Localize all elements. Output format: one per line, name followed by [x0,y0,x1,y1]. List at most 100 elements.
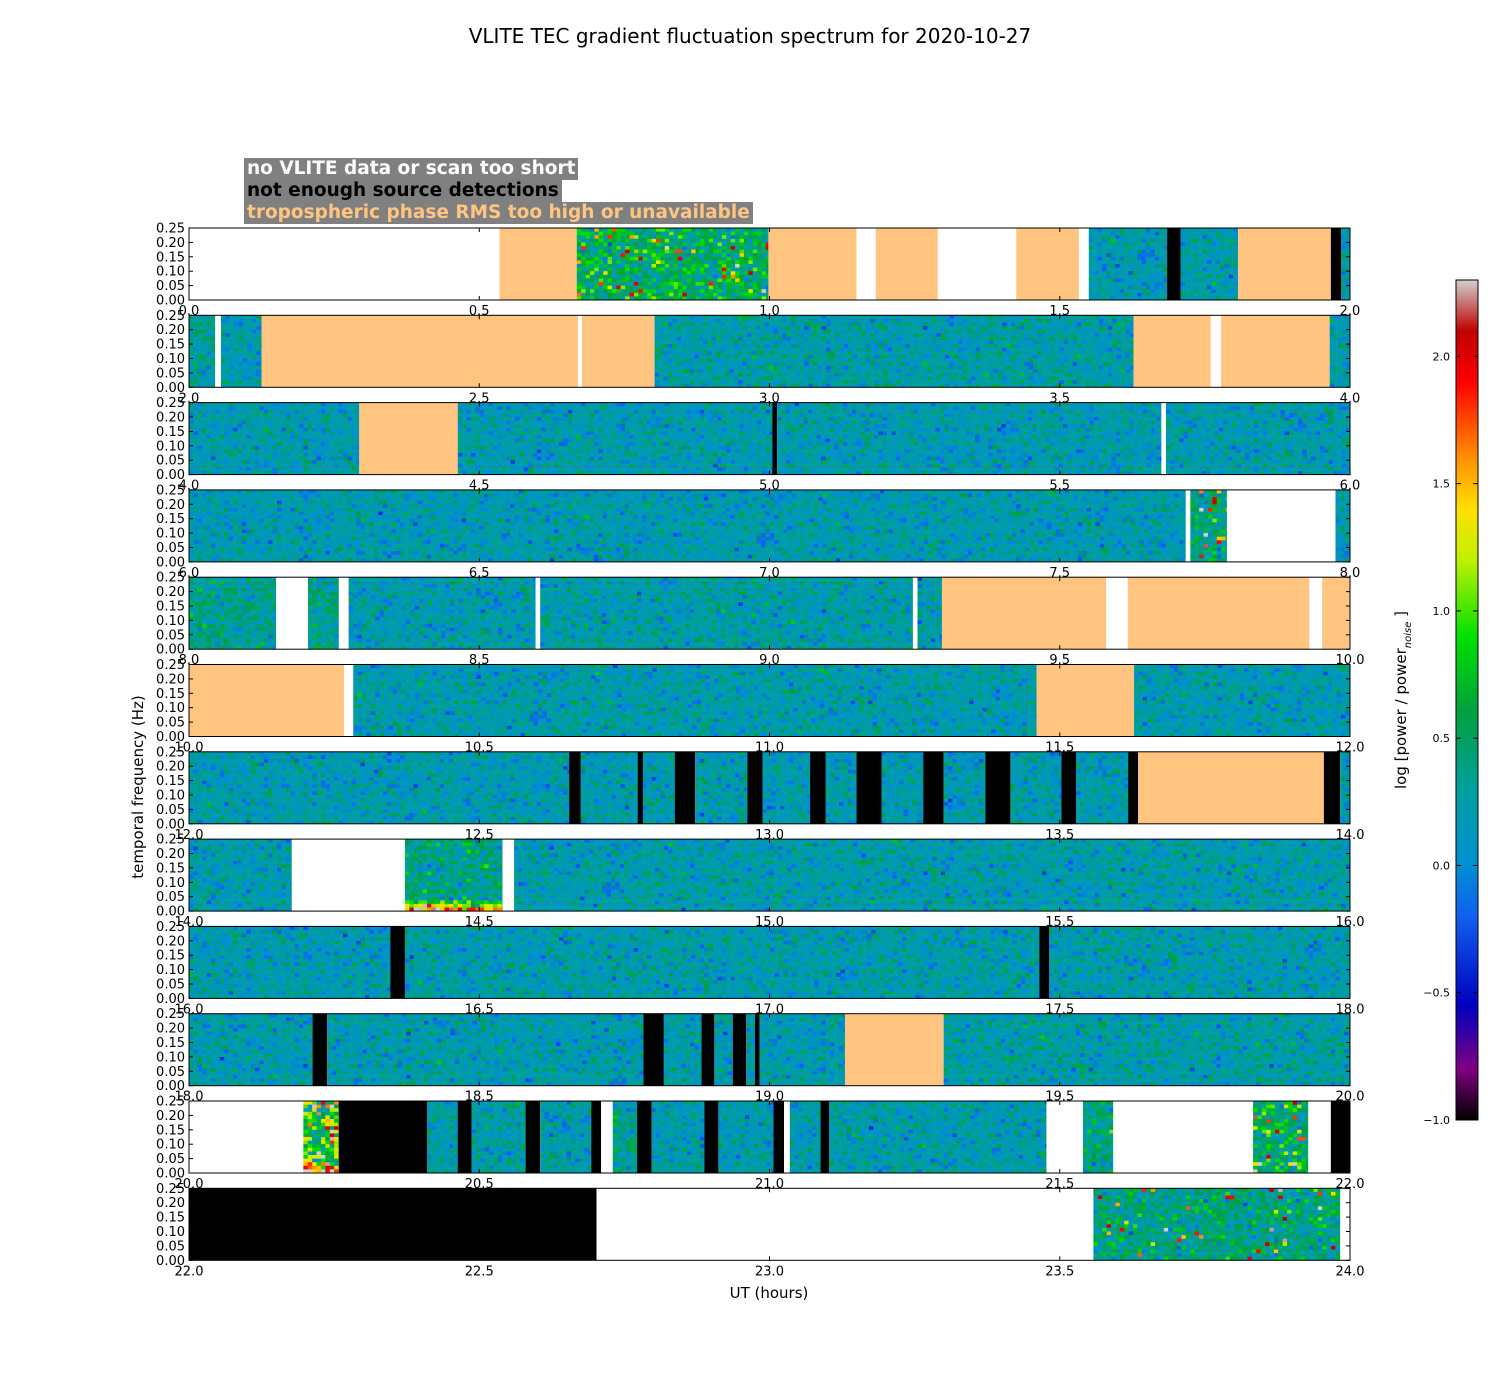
spectrum-segment [348,577,539,650]
spectrum-segment [777,402,1165,475]
spectrum-segment [404,839,507,912]
status-block-not_enough [747,751,763,824]
status-block-not_enough [1323,751,1341,824]
status-block-not_enough [569,751,581,824]
spectrum-segment [663,1013,704,1086]
panels-layer: 0.000.050.100.150.200.250.0 0.5 1.0 1.5 2.00… [156,222,1364,1280]
status-block-tropo [1127,577,1310,650]
legend-tropospheric: tropospheric phase RMS too high or unava… [244,202,753,224]
spectrum-segment [404,926,1044,999]
y-tick-label: 0.20 [156,411,185,426]
status-block-no_data [1226,489,1336,562]
spectrum-segment [1093,1188,1345,1261]
status-block-no_data [1161,402,1166,475]
y-tick-label: 0.25 [156,571,185,586]
y-axis-label: temporal frequency (Hz) [129,695,147,879]
status-block-tropo [581,315,655,388]
spectrum-segment [1134,664,1350,737]
spectrum-segment [189,839,296,912]
y-tick-label: 0.15 [156,338,185,353]
spectrum-segment [825,751,858,824]
status-block-no_data [1340,1188,1350,1261]
y-tick-label: 0.20 [156,236,185,251]
y-tick-label: 0.10 [156,614,185,629]
colorbar-tick-label: 0.0 [1433,859,1451,872]
colorbar-tick-label: −0.5 [1423,987,1450,1000]
y-tick-label: 0.05 [156,541,185,556]
spectrum-segment [471,1101,530,1173]
status-block-not_enough [1330,228,1342,300]
spectrum-segment [1088,228,1169,300]
y-tick-label: 0.15 [156,949,185,964]
status-block-no_data [856,228,876,300]
y-tick-label: 0.00 [156,730,185,745]
status-block-not_enough [312,1013,328,1086]
y-tick-label: 0.15 [156,250,185,265]
colorbar-tick-label: −1.0 [1423,1114,1450,1127]
spectrum-segment [1180,228,1243,300]
y-tick-label: 0.00 [156,817,185,832]
x-tick-label: 24.0 [1336,1264,1365,1279]
status-block-not_enough [704,1101,719,1173]
spectrum-segment [1329,315,1350,388]
status-block-no_data [912,577,918,650]
status-block-tropo [1016,228,1079,300]
y-tick-label: 0.15 [156,512,185,527]
status-block-tropo [844,1013,944,1086]
y-tick-label: 0.15 [156,687,185,702]
status-block-not_enough [754,1013,760,1086]
status-block-not_enough [856,751,882,824]
y-tick-label: 0.05 [156,978,185,993]
spectrum-segment [695,751,749,824]
spectrum-segment [189,751,573,824]
colorbar-tick-label: 2.0 [1433,350,1451,363]
panel-11: 0.000.050.100.150.200.25 22.0 22.5 23.0 23.5… [156,1182,1364,1280]
status-block-not_enough [1061,751,1077,824]
y-tick-label: 0.25 [156,222,185,237]
status-block-not_enough [338,1101,428,1173]
status-block-tropo [499,228,577,300]
spectrum-segment [308,577,340,650]
colorbar-tick-label: 0.5 [1433,732,1451,745]
y-tick-label: 0.15 [156,600,185,615]
status-block-no_data [937,228,1017,300]
status-block-no_data [1309,577,1323,650]
status-block-no_data [1210,315,1222,388]
status-block-no_data [1046,1101,1083,1173]
y-tick-label: 0.10 [156,963,185,978]
status-block-not_enough [701,1013,715,1086]
y-tick-label: 0.20 [156,847,185,862]
status-block-not_enough [591,1101,602,1173]
y-tick-label: 0.15 [156,1211,185,1226]
spectrum-segment [540,1101,594,1173]
spectrum-segment [762,751,812,824]
status-block-tropo [189,664,344,737]
colorbar: −1.0 −0.5 0.0 0.5 1.0 1.5 2.0 log [power / powe… [1392,279,1479,1127]
status-block-no_data [1113,1101,1254,1173]
legend-no-data: no VLITE data or scan too short [244,158,579,180]
y-tick-label: 0.10 [156,1050,185,1065]
status-block-not_enough [1039,926,1050,999]
spectrum-segment [654,315,1135,388]
status-block-no_data [535,577,541,650]
y-tick-label: 0.15 [156,425,185,440]
spectrum-segment [1341,228,1350,300]
spectrum-segment [457,402,776,475]
status-block-no_data [215,315,221,388]
status-block-not_enough [820,1101,830,1173]
y-tick-label: 0.00 [156,992,185,1007]
spectrum-segment [327,1013,645,1086]
status-block-tropo [1221,315,1330,388]
status-block-not_enough [390,926,405,999]
y-tick-label: 0.20 [156,498,185,513]
y-tick-label: 0.25 [156,309,185,324]
spectrum-segment [1076,751,1130,824]
spectrum-segment [580,751,639,824]
y-tick-label: 0.05 [156,1152,185,1167]
y-tick-label: 0.25 [156,1182,185,1197]
status-block-no_data [784,1101,790,1173]
